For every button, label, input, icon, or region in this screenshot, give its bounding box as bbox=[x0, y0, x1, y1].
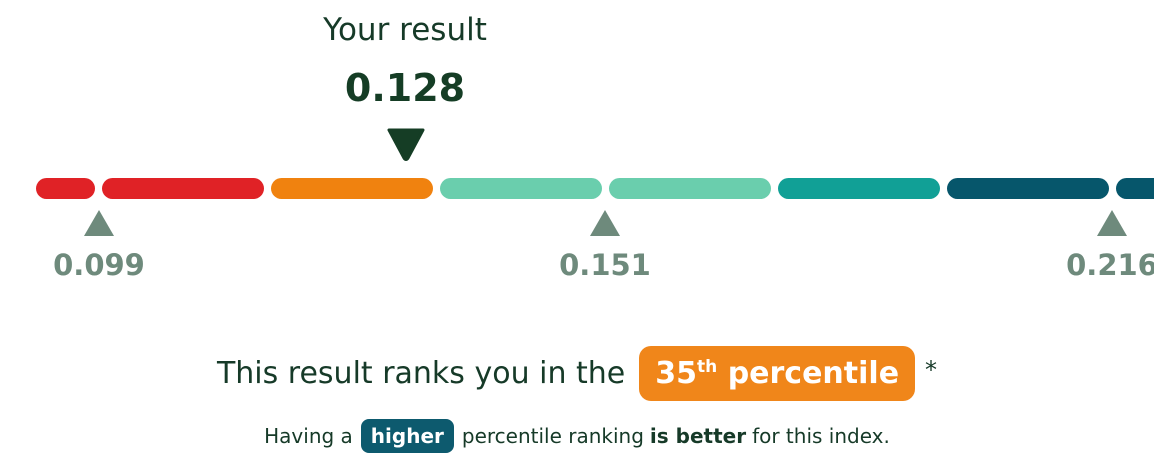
percentile-badge: 35th percentile bbox=[639, 345, 916, 401]
hint-text: for this index. bbox=[752, 423, 890, 448]
hint-text: percentile ranking bbox=[461, 423, 644, 448]
scale-segment bbox=[440, 178, 602, 199]
scale-label: 0.099 bbox=[53, 248, 145, 282]
scale-marker bbox=[84, 210, 114, 236]
hint-text: Having a bbox=[264, 423, 353, 448]
footnote-mark: * bbox=[925, 356, 938, 384]
scale-segment bbox=[271, 178, 433, 199]
scale-segment bbox=[1116, 178, 1154, 199]
scale-label: 0.216 bbox=[1066, 248, 1154, 282]
scale-segment bbox=[947, 178, 1109, 199]
scale-label: 0.151 bbox=[559, 248, 651, 282]
hint-badge: higher bbox=[360, 418, 454, 453]
scale-segment bbox=[36, 178, 95, 199]
ranking-line: This result ranks you in the 35th percen… bbox=[0, 340, 1154, 406]
result-heading: Your result bbox=[323, 12, 487, 48]
hint-strong: is better bbox=[649, 423, 747, 448]
ranking-text: This result ranks you in the bbox=[216, 355, 626, 391]
result-marker bbox=[387, 128, 425, 161]
percentile-suffix: th bbox=[697, 356, 718, 377]
percentile-word: percentile bbox=[727, 355, 900, 391]
scale-segment bbox=[778, 178, 940, 199]
scale-segment bbox=[609, 178, 771, 199]
result-value: 0.128 bbox=[344, 66, 466, 110]
scale-marker bbox=[590, 210, 620, 236]
hint-line: Having a higher percentile ranking is be… bbox=[0, 417, 1154, 454]
scale-segment bbox=[102, 178, 264, 199]
percentile-number: 35 bbox=[655, 355, 697, 391]
scale-marker bbox=[1097, 210, 1127, 236]
